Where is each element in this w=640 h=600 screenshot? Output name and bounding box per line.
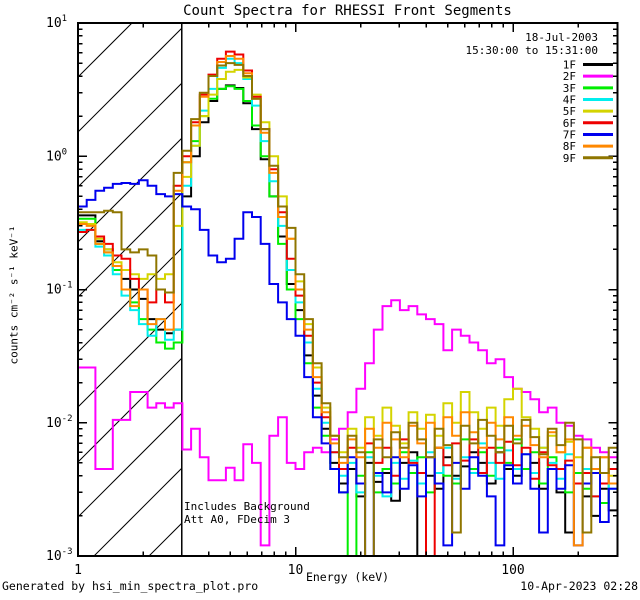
axis-ticks-group <box>77 22 618 557</box>
series-3F <box>78 85 618 556</box>
y-tick-label: 101 <box>46 14 67 31</box>
attenuator-note: Att A0, FDecim 3 <box>184 513 290 526</box>
legend-label-7F: 7F <box>563 128 576 141</box>
hatch-line <box>78 27 182 133</box>
hatch-line <box>93 467 182 556</box>
x-tick-label: 1 <box>74 563 82 578</box>
legend-label-2F: 2F <box>563 70 576 83</box>
tick-labels-group: 1 10 100 101 100 10-1 10-2 10-3 <box>46 14 525 578</box>
y-tick-label: 10-1 <box>46 281 73 298</box>
render-timestamp: 10-Apr-2023 02:28 <box>520 579 638 593</box>
y-axis-label: counts cm⁻² s⁻¹ keV⁻¹ <box>7 225 21 365</box>
legend-label-5F: 5F <box>563 105 576 118</box>
spectra-series-group <box>78 50 618 556</box>
hatch-line <box>78 82 182 188</box>
page-title: Count Spectra for RHESSI Front Segments <box>183 3 512 19</box>
hatch-line <box>78 412 182 518</box>
obs-time-range: 15:30:00 to 15:31:00 <box>465 44 598 57</box>
legend-label-8F: 8F <box>563 140 576 153</box>
series-7F <box>78 179 618 556</box>
y-tick-label: 10-3 <box>46 547 73 564</box>
x-tick-label: 10 <box>288 563 304 578</box>
legend-label-3F: 3F <box>563 82 576 95</box>
hatch-line <box>78 23 133 78</box>
generator-credit: Generated by hsi_min_spectra_plot.pro <box>2 579 259 593</box>
x-tick-label: 100 <box>501 563 524 578</box>
series-9F <box>78 62 618 556</box>
obs-date: 18-Jul-2003 <box>525 31 598 44</box>
legend-label-1F: 1F <box>563 59 576 72</box>
hatch-line <box>78 192 182 298</box>
legend-label-9F: 9F <box>563 152 576 165</box>
x-axis-label: Energy (keV) <box>305 570 390 584</box>
background-note: Includes Background <box>184 500 310 513</box>
y-tick-label: 100 <box>46 147 67 164</box>
legend-label-6F: 6F <box>563 117 576 130</box>
series-2F <box>78 299 618 547</box>
y-tick-label: 10-2 <box>46 414 73 431</box>
hatch-line <box>148 522 182 556</box>
legend-label-4F: 4F <box>563 93 576 106</box>
